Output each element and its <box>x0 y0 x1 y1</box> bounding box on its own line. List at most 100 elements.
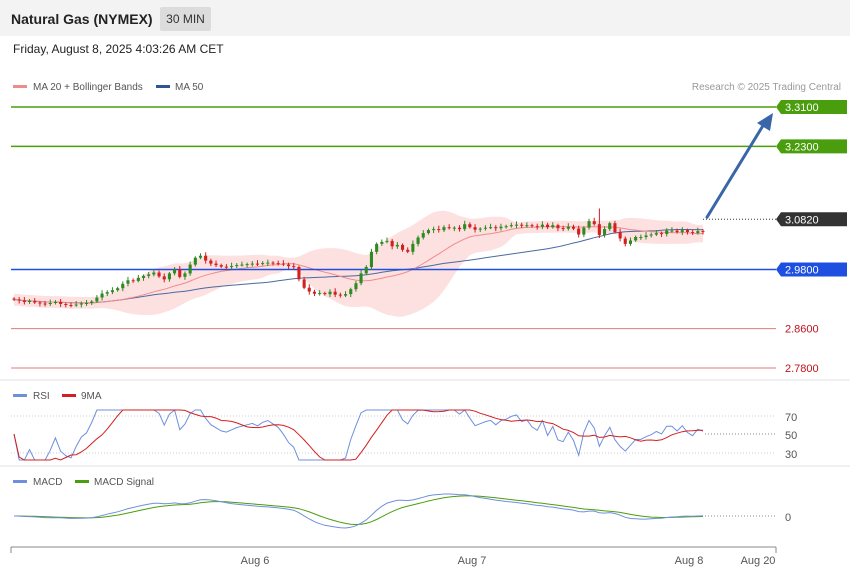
rsi-legend-swatch <box>13 394 27 397</box>
candle-body <box>608 223 612 230</box>
candle-body <box>390 240 394 247</box>
candle-body <box>297 267 301 280</box>
chart-datetime: Friday, August 8, 2025 4:03:26 AM CET <box>13 42 224 56</box>
candle-body <box>675 230 679 233</box>
candle-body <box>628 240 632 244</box>
candle-body <box>328 291 332 295</box>
candle-body <box>468 224 472 228</box>
candle-body <box>162 276 166 280</box>
chart-credit: Research © 2025 Trading Central <box>692 82 841 93</box>
candle-body <box>240 264 244 266</box>
candlesticks <box>12 208 705 308</box>
candle-body <box>349 289 353 295</box>
candle-body <box>442 227 446 231</box>
candle-body <box>504 226 508 228</box>
candle-body <box>245 264 249 266</box>
candle-body <box>79 303 83 305</box>
candle-body <box>406 249 410 252</box>
candle-body <box>59 302 63 304</box>
candle-body <box>426 230 430 234</box>
candle-body <box>509 225 513 227</box>
candle-body <box>463 224 467 230</box>
price-panel: 3.3100 3.2300 3.0820 2.9800 2.8600 2.7800 <box>11 100 847 375</box>
level-tag-2.9800 <box>776 262 847 277</box>
candle-body <box>110 290 114 293</box>
candle-body <box>312 291 316 294</box>
timeframe-label[interactable]: 30 MIN <box>166 12 205 26</box>
candle-body <box>204 255 208 261</box>
candle-body <box>546 224 550 228</box>
candle-body <box>416 237 420 244</box>
candle-body <box>603 229 607 235</box>
candle-body <box>318 293 322 295</box>
candle-body <box>660 233 664 235</box>
candle-body <box>53 302 57 303</box>
candle-body <box>685 230 689 233</box>
candle-body <box>90 301 94 303</box>
candle-body <box>561 228 565 230</box>
rsi-level-30-label: 30 <box>785 449 797 461</box>
rsi-level-50-label: 50 <box>785 430 797 442</box>
candle-body <box>369 251 373 268</box>
candle-body <box>540 224 544 227</box>
candle-body <box>458 227 462 230</box>
candle-body <box>520 224 524 226</box>
candle-body <box>147 274 151 276</box>
candle-body <box>48 303 52 304</box>
rsi-panel: RSI 9MA 70 50 30 <box>11 391 797 461</box>
candle-body <box>344 294 348 296</box>
candle-body <box>644 235 648 237</box>
timeframe-badge[interactable] <box>160 7 211 31</box>
candle-body <box>338 294 342 296</box>
candle-body <box>126 280 130 284</box>
level-label-2.7800: 2.7800 <box>785 363 819 375</box>
candle-body <box>33 301 37 303</box>
candle-body <box>281 263 285 265</box>
candle-body <box>566 226 570 229</box>
candle-body <box>582 227 586 235</box>
rsi-ma-line <box>13 409 703 461</box>
candle-body <box>22 300 26 302</box>
candle-body <box>499 226 503 229</box>
candle-body <box>292 266 296 268</box>
candle-body <box>380 241 384 244</box>
candle-body <box>696 231 700 234</box>
macd-legend-swatch <box>13 480 27 483</box>
candle-body <box>152 272 156 275</box>
candle-body <box>701 231 705 233</box>
candle-body <box>116 288 120 291</box>
bollinger-band <box>14 210 703 317</box>
macd-zero-label: 0 <box>785 512 791 524</box>
candle-body <box>38 302 42 304</box>
rsi-level-70-label: 70 <box>785 412 797 424</box>
ma20-legend-label: MA 20 + Bollinger Bands <box>33 82 143 93</box>
candle-body <box>401 244 405 250</box>
candle-body <box>364 267 368 274</box>
forecast-arrow-shaft <box>705 122 766 219</box>
candle-body <box>167 273 171 280</box>
candle-body <box>307 287 311 292</box>
candle-body <box>100 293 104 298</box>
candle-body <box>618 232 622 239</box>
x-tick-aug8: Aug 8 <box>675 555 704 567</box>
macd-line <box>13 493 704 529</box>
ma50-legend-swatch <box>156 85 170 88</box>
rsi-ma-legend-swatch <box>62 394 76 397</box>
candle-body <box>255 263 259 265</box>
candle-body <box>193 257 197 265</box>
rsi-legend-label: RSI <box>33 391 50 402</box>
macd-panel: MACD MACD Signal 0 <box>13 477 791 529</box>
candle-body <box>178 269 182 277</box>
ma50-legend-label: MA 50 <box>175 82 204 93</box>
candle-body <box>649 234 653 236</box>
candle-body <box>28 301 32 302</box>
candle-body <box>411 243 415 252</box>
candle-body <box>250 263 254 265</box>
candle-body <box>136 277 140 281</box>
candle-body <box>333 291 337 295</box>
level-tag-3.0820 <box>776 212 847 227</box>
candle-body <box>276 263 280 265</box>
candle-body <box>551 225 555 228</box>
candle-body <box>385 240 389 242</box>
